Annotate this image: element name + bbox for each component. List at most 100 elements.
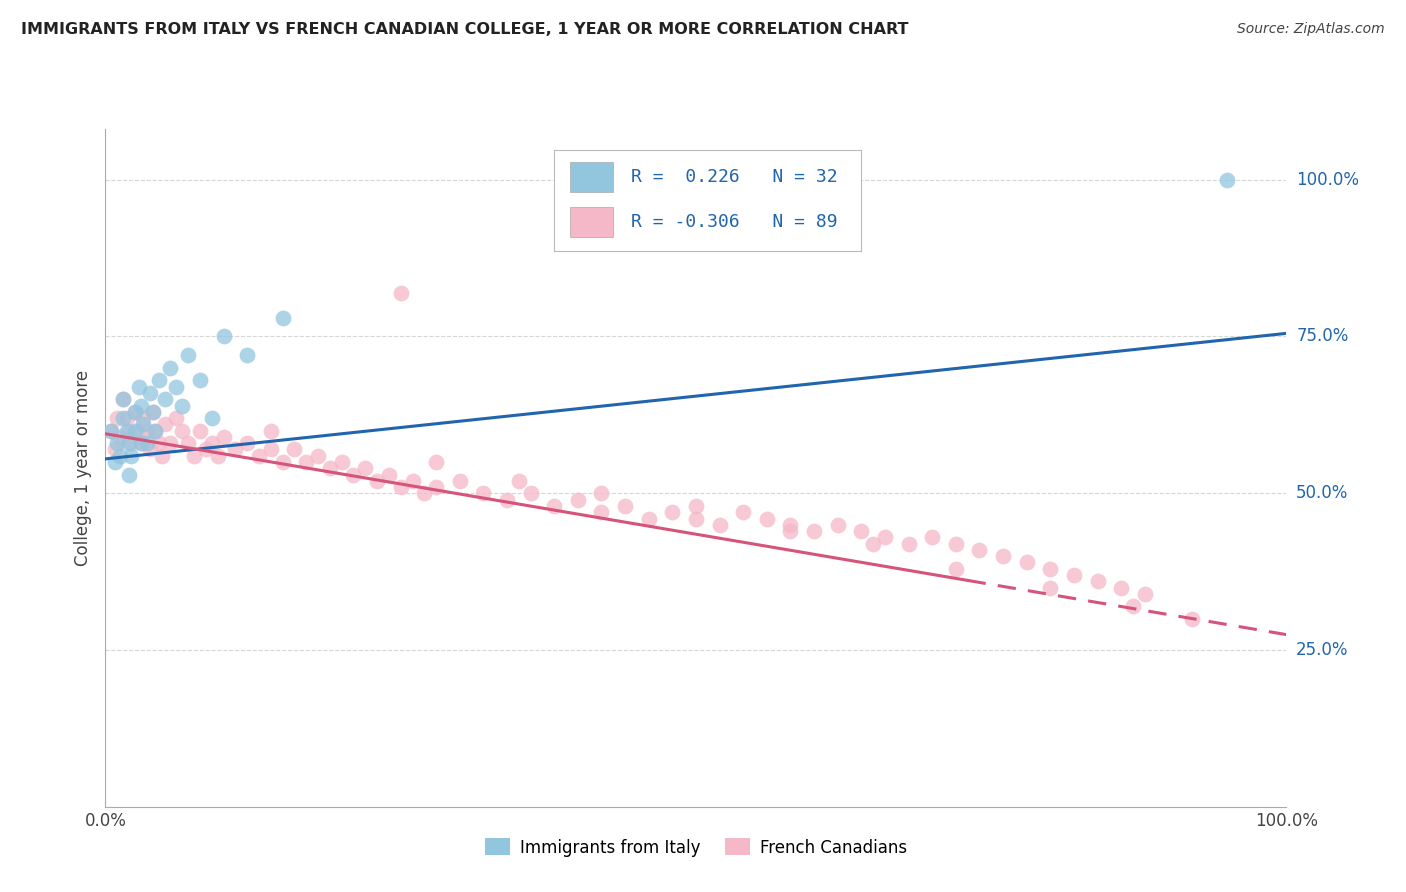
Point <box>105 411 128 425</box>
Bar <box>569 161 613 193</box>
Point <box>449 474 471 488</box>
Point <box>124 405 146 419</box>
Point <box>247 449 270 463</box>
Point <box>118 467 141 482</box>
Point <box>991 549 1014 564</box>
Point <box>1216 172 1239 186</box>
Point <box>100 424 122 438</box>
Point <box>120 449 142 463</box>
Point <box>143 424 166 438</box>
Point <box>685 499 707 513</box>
Point <box>389 480 412 494</box>
Point <box>425 455 447 469</box>
Point <box>108 430 131 444</box>
Point <box>165 411 187 425</box>
Point <box>851 524 873 538</box>
Text: R = -0.306   N = 89: R = -0.306 N = 89 <box>631 213 838 231</box>
Point <box>709 517 731 532</box>
Point <box>142 405 165 419</box>
Point <box>128 380 150 394</box>
Point <box>132 417 155 432</box>
Point <box>271 310 294 325</box>
Point <box>153 417 176 432</box>
Text: 100.0%: 100.0% <box>1296 170 1360 188</box>
Point <box>212 329 235 343</box>
Point <box>319 461 342 475</box>
Point <box>661 505 683 519</box>
Point <box>153 392 176 407</box>
Point <box>897 536 920 550</box>
Point <box>354 461 377 475</box>
Point <box>135 436 157 450</box>
Point <box>733 505 755 519</box>
Point <box>100 424 122 438</box>
Point <box>183 449 205 463</box>
Point <box>779 524 801 538</box>
Point <box>201 436 224 450</box>
Point <box>366 474 388 488</box>
Text: 50.0%: 50.0% <box>1296 484 1348 502</box>
Point <box>115 411 138 425</box>
Point <box>260 442 283 457</box>
Point <box>307 449 329 463</box>
Point <box>472 486 495 500</box>
Point <box>1087 574 1109 589</box>
Point <box>148 373 170 387</box>
Point <box>508 474 530 488</box>
Point <box>389 285 412 300</box>
Point <box>413 486 436 500</box>
Text: 25.0%: 25.0% <box>1296 641 1348 659</box>
Point <box>159 360 181 375</box>
Text: IMMIGRANTS FROM ITALY VS FRENCH CANADIAN COLLEGE, 1 YEAR OR MORE CORRELATION CHA: IMMIGRANTS FROM ITALY VS FRENCH CANADIAN… <box>21 22 908 37</box>
Point <box>135 424 157 438</box>
Point <box>779 517 801 532</box>
Point <box>425 480 447 494</box>
Point <box>591 505 613 519</box>
Point <box>1181 612 1204 626</box>
Point <box>172 424 194 438</box>
Point <box>159 436 181 450</box>
Point <box>236 436 259 450</box>
Point <box>165 380 187 394</box>
Point <box>104 455 127 469</box>
Point <box>969 542 991 557</box>
Point <box>260 424 283 438</box>
Point <box>188 373 211 387</box>
Point <box>945 536 967 550</box>
Point <box>271 455 294 469</box>
Point <box>112 411 135 425</box>
Point <box>212 430 235 444</box>
Point <box>1122 599 1144 614</box>
Point <box>172 399 194 413</box>
Point <box>148 436 170 450</box>
Point <box>342 467 364 482</box>
Point <box>108 449 131 463</box>
Point <box>112 392 135 407</box>
Point <box>150 449 173 463</box>
Point <box>827 517 849 532</box>
Point <box>295 455 318 469</box>
Point <box>128 424 150 438</box>
Point <box>873 530 896 544</box>
Point <box>1039 581 1062 595</box>
Point <box>862 536 884 550</box>
Point <box>224 442 246 457</box>
Point <box>112 392 135 407</box>
Point <box>207 449 229 463</box>
Point <box>1063 568 1085 582</box>
Y-axis label: College, 1 year or more: College, 1 year or more <box>75 370 93 566</box>
Bar <box>569 207 613 237</box>
Point <box>803 524 825 538</box>
Point <box>124 424 146 438</box>
Point <box>129 436 152 450</box>
Point <box>567 492 589 507</box>
Point <box>104 442 127 457</box>
Point <box>330 455 353 469</box>
Point <box>637 511 659 525</box>
Point <box>945 562 967 576</box>
Text: R =  0.226   N = 32: R = 0.226 N = 32 <box>631 168 838 186</box>
Legend: Immigrants from Italy, French Canadians: Immigrants from Italy, French Canadians <box>485 838 907 856</box>
Point <box>139 442 162 457</box>
Point <box>378 467 401 482</box>
Point <box>496 492 519 507</box>
